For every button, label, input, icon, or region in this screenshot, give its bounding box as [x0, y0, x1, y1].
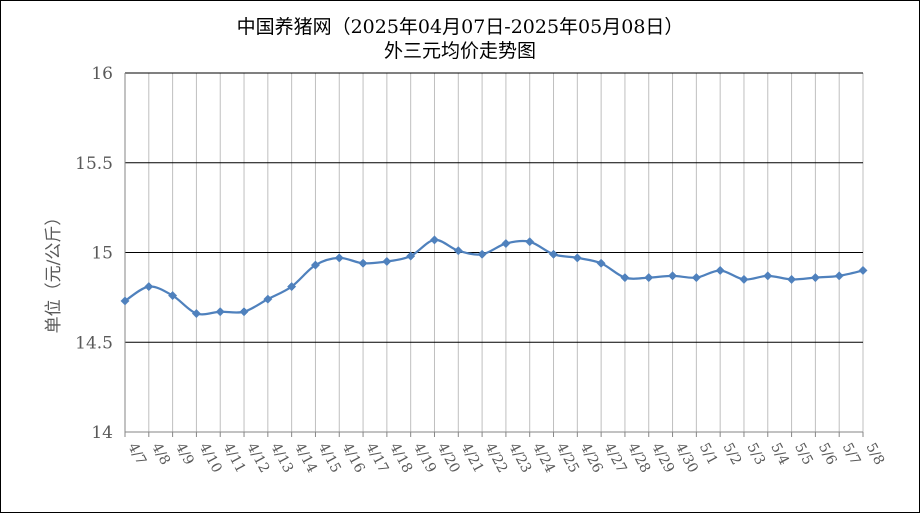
data-point-marker	[739, 274, 749, 284]
data-point-marker	[406, 251, 416, 261]
chart-title: 中国养猪网（2025年04月07日-2025年05月08日）	[237, 16, 684, 38]
x-tick-label: 4/12	[244, 440, 273, 475]
x-tick-label: 5/5	[791, 440, 816, 467]
x-tick-label: 4/11	[220, 440, 249, 475]
data-point-marker	[667, 271, 678, 281]
x-tick-label: 4/24	[529, 440, 558, 475]
x-tick-label: 4/16	[339, 440, 368, 475]
data-point-marker	[239, 307, 249, 317]
x-tick-label: 4/14	[291, 440, 320, 475]
data-point-marker	[691, 273, 701, 283]
x-tick-label: 4/8	[148, 440, 173, 467]
x-tick-label: 4/22	[482, 440, 511, 475]
data-point-marker	[596, 258, 606, 268]
data-point-marker	[620, 273, 630, 283]
data-point-marker	[644, 273, 654, 283]
x-tick-label: 4/20	[434, 440, 463, 475]
price-series	[120, 235, 868, 319]
data-point-marker	[810, 273, 820, 283]
x-tick-label: 4/28	[624, 440, 653, 475]
data-point-marker	[834, 271, 844, 281]
data-point-marker	[763, 271, 773, 281]
data-point-marker	[501, 238, 511, 249]
x-tick-label: 4/9	[172, 440, 197, 467]
x-tick-label: 4/13	[267, 440, 296, 475]
x-tick-label: 4/25	[553, 440, 582, 475]
y-tick-label: 15.5	[75, 154, 113, 174]
x-tick-label: 4/27	[601, 440, 630, 475]
data-point-marker	[263, 294, 273, 304]
x-tick-label: 4/15	[315, 440, 344, 475]
data-point-marker	[477, 249, 487, 259]
x-tick-label: 4/26	[577, 440, 606, 475]
data-point-marker	[168, 291, 178, 301]
y-tick-label: 14.5	[75, 333, 113, 353]
x-tick-label: 4/7	[124, 440, 149, 467]
data-point-marker	[382, 256, 392, 267]
x-tick-label: 4/18	[386, 440, 415, 475]
data-point-marker	[787, 274, 797, 284]
y-tick-label: 15	[91, 244, 113, 264]
x-tick-label: 5/8	[862, 440, 887, 467]
data-point-marker	[525, 237, 535, 247]
axes	[124, 73, 864, 437]
y-axis-label: 单位（元/公斤）	[44, 209, 64, 334]
x-tick-label: 5/4	[767, 440, 792, 467]
series-line	[124, 238, 864, 316]
data-point-marker	[191, 308, 201, 319]
data-point-marker	[358, 258, 368, 268]
x-tick-label: 5/2	[720, 440, 745, 467]
x-tick-label: 5/7	[839, 440, 864, 467]
data-point-marker	[144, 282, 154, 292]
x-tick-label: 4/23	[505, 440, 534, 475]
y-tick-labels: 14 14.5 15 15.5 16	[75, 64, 113, 443]
x-tick-label: 4/21	[458, 440, 487, 475]
y-tick-label: 14	[91, 423, 113, 443]
x-tick-label: 4/17	[363, 440, 392, 475]
y-tick-label: 16	[91, 64, 113, 84]
data-point-marker	[287, 282, 297, 292]
grid-lines	[124, 72, 864, 432]
x-tick-label: 5/6	[815, 440, 840, 467]
data-point-marker	[548, 249, 559, 259]
x-tick-label: 5/3	[743, 440, 768, 467]
data-point-marker	[715, 265, 725, 276]
chart-subtitle: 外三元均价走势图	[384, 40, 536, 62]
x-tick-label: 4/29	[648, 440, 677, 475]
x-tick-label: 4/19	[410, 440, 439, 475]
data-point-marker	[858, 265, 868, 276]
x-tick-label: 4/30	[672, 440, 701, 475]
x-tick-label: 4/10	[196, 440, 225, 475]
data-point-marker	[429, 235, 440, 245]
x-tick-labels: 4/7 4/8 4/9 4/104/114/124/134/144/154/164/1…	[124, 440, 887, 475]
data-point-marker	[453, 246, 463, 256]
data-point-marker	[334, 253, 344, 263]
data-point-marker	[215, 307, 225, 317]
data-point-marker	[120, 296, 130, 306]
data-point-marker	[572, 253, 582, 263]
data-point-marker	[310, 260, 321, 270]
